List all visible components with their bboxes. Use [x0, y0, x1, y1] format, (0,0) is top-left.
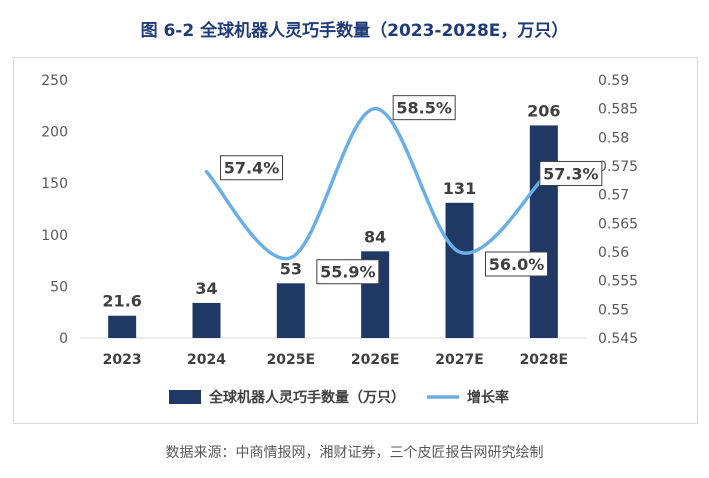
rate-value-label: 55.9%	[320, 263, 376, 282]
y-right-tick-label: 0.555	[598, 274, 638, 290]
y-axis-left: 0 50 100 150 200 250	[41, 73, 68, 347]
y-left-tick-label: 150	[41, 176, 68, 192]
bar-value-label: 206	[527, 101, 560, 120]
source-note: 数据来源：中商情报网，湘财证券，三个皮匠报告网研究绘制	[165, 445, 544, 461]
y-right-tick-label: 0.59	[598, 73, 629, 89]
bar	[192, 302, 221, 338]
rate-callout-box	[392, 95, 456, 121]
rate-data-labels: 57.4% 55.9% 58.5% 56.0% 57.3%	[220, 95, 603, 285]
rate-callout: 58.5%	[392, 95, 456, 121]
rate-value-label: 57.4%	[224, 159, 280, 178]
y-left-tick-label: 50	[50, 279, 68, 295]
rate-callout: 55.9%	[316, 259, 380, 285]
rate-callout: 57.4%	[220, 155, 283, 181]
legend-bar-label: 全球机器人灵巧手数量（万只）	[208, 389, 405, 406]
bar	[108, 315, 137, 338]
chart-title: 图 6-2 全球机器人灵巧手数量（2023-2028E，万只）	[140, 21, 569, 41]
y-left-tick-label: 100	[41, 228, 68, 244]
chart-frame: 0 50 100 150 200 250 0.545 0.55 0.555 0.56 0.565 0…	[13, 57, 698, 424]
bar-value-label: 34	[195, 279, 217, 298]
growth-rate-line	[204, 106, 546, 261]
bar-series	[108, 125, 558, 339]
rate-callout-box	[316, 259, 380, 285]
rate-callout-box	[485, 251, 548, 277]
x-tick-label: 2023	[103, 352, 142, 368]
y-right-tick-label: 0.565	[598, 216, 638, 232]
bar	[445, 202, 474, 338]
x-tick-label: 2028E	[520, 352, 569, 368]
y-right-tick-label: 0.575	[598, 159, 638, 175]
bar-value-label: 84	[364, 227, 386, 246]
y-right-tick-label: 0.56	[598, 245, 629, 261]
x-tick-label: 2024	[187, 352, 226, 368]
y-left-tick-label: 250	[41, 73, 68, 89]
y-right-tick-label: 0.545	[598, 331, 638, 347]
y-right-tick-label: 0.55	[598, 302, 629, 318]
y-right-tick-label: 0.58	[598, 130, 629, 146]
legend: 全球机器人灵巧手数量（万只） 增长率	[169, 389, 509, 406]
rate-callout: 57.3%	[539, 160, 603, 186]
rate-callout: 56.0%	[485, 251, 548, 277]
y-left-tick-label: 0	[59, 331, 68, 347]
bar	[276, 283, 305, 338]
rate-callout-box	[539, 160, 603, 186]
rate-callout-box	[220, 155, 283, 181]
bar-value-label: 21.6	[102, 292, 141, 311]
x-tick-label: 2027E	[435, 352, 484, 368]
rate-value-label: 58.5%	[396, 99, 452, 118]
legend-bar-swatch	[169, 390, 201, 404]
bar-data-labels: 21.6 34 53 84 131 206	[102, 101, 560, 310]
x-axis: 2023 2024 2025E 2026E 2027E 2028E	[103, 352, 568, 368]
y-left-tick-label: 200	[41, 125, 68, 141]
y-right-tick-label: 0.57	[598, 188, 629, 204]
y-axis-right: 0.545 0.55 0.555 0.56 0.565 0.57 0.575 0.58 0.58…	[598, 73, 638, 347]
bar-value-label: 53	[280, 259, 302, 278]
x-tick-label: 2026E	[351, 352, 400, 368]
y-right-tick-label: 0.585	[598, 102, 638, 118]
bar	[529, 125, 558, 339]
legend-line-label: 增长率	[467, 389, 509, 406]
bar-value-label: 131	[443, 179, 476, 198]
x-tick-label: 2025E	[267, 352, 316, 368]
rate-value-label: 56.0%	[489, 255, 545, 274]
rate-value-label: 57.3%	[543, 164, 599, 183]
